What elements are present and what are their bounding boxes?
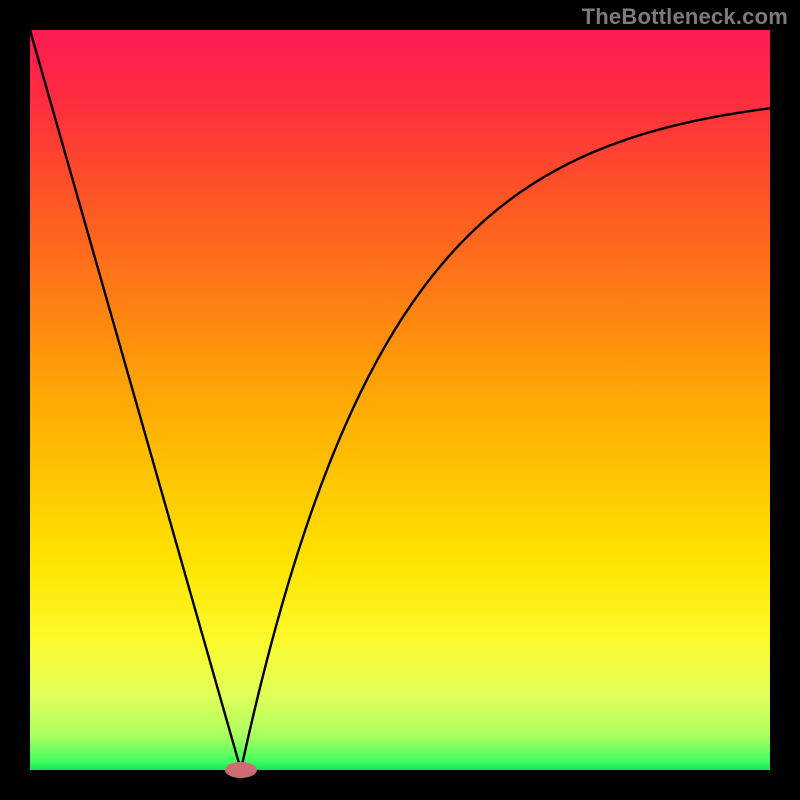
watermark-text: TheBottleneck.com: [582, 4, 788, 30]
bottleneck-chart: [0, 0, 800, 800]
plot-background: [30, 30, 770, 770]
optimal-marker: [225, 762, 257, 778]
chart-container: TheBottleneck.com: [0, 0, 800, 800]
